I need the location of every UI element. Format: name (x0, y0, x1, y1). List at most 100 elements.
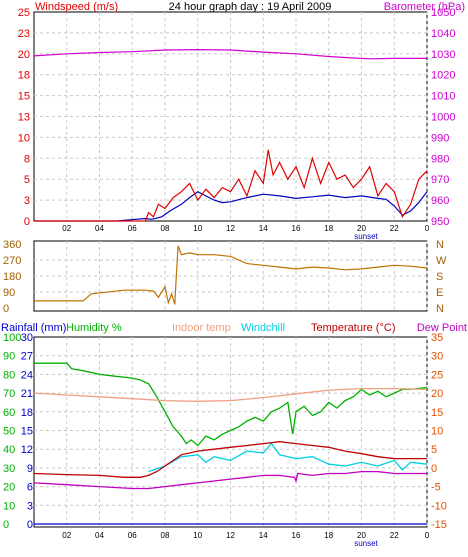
rainfall-tick-label: 6 (27, 482, 33, 494)
barometer-axis: 950 960 970 980 990 1000 1010 1020 1030 1040 1050 (431, 7, 455, 228)
temperature-tick-label: 35 (431, 332, 443, 344)
time-tick-label: 12 (226, 531, 235, 540)
direction-compass-label: N (436, 239, 444, 251)
direction-degree-tick: 90 (3, 287, 15, 299)
wind-series (33, 48, 428, 222)
time-tick-label: 02 (62, 531, 71, 540)
barometer-tick-label: 1000 (431, 112, 455, 124)
direction-compass-label: E (436, 287, 443, 299)
temperature-plot-area (33, 336, 428, 528)
rainfall-tick-label: 21 (21, 388, 33, 400)
humidity-tick-label: 10 (3, 500, 15, 512)
humidity-tick-label: 30 (3, 463, 15, 475)
direction-degree-axis: 360 270 180 90 0 (3, 239, 21, 315)
time-tick-label: 10 (193, 531, 202, 540)
temperature-tick-label: 30 (431, 351, 443, 363)
humidity-tick-label: 20 (3, 482, 15, 494)
rainfall-tick-label: 24 (21, 369, 33, 381)
windspeed-tick-label: 13 (18, 112, 30, 124)
barometer-tick-label: 980 (431, 153, 449, 165)
legend-temperature: Temperature (°C) (311, 322, 395, 334)
wind-barometer-panel: 0 3 5 8 10 13 15 18 20 23 25 950 960 970 980 990 1000 10… (18, 1, 465, 241)
wind-direction-line (34, 245, 428, 305)
windspeed-tick-label: 0 (24, 216, 30, 228)
temperature-grid (34, 337, 428, 527)
time-tick-label: 08 (161, 224, 170, 233)
rainfall-tick-label: 12 (21, 444, 33, 456)
humidity-tick-label: 70 (3, 388, 15, 400)
barometer-tick-label: 1050 (431, 7, 455, 19)
time-tick-label: 18 (324, 531, 333, 540)
temperature-tick-label: -15 (431, 519, 447, 531)
windspeed-tick-label: 15 (18, 91, 30, 103)
temperature-axis: 35 30 25 20 15 10 5 0 -5 -10 -15 (431, 332, 447, 531)
indoor-temp-line (33, 387, 428, 402)
direction-degree-tick: 180 (3, 271, 21, 283)
rainfall-tick-label: 30 (21, 332, 33, 344)
temperature-tick-label: -10 (431, 500, 447, 512)
time-tick-label: 0 (425, 224, 430, 233)
rainfall-tick-label: 15 (21, 426, 33, 438)
windspeed-tick-label: 5 (24, 174, 30, 186)
legend-indoor-temp: Indoor temp (172, 322, 231, 334)
barometer-tick-label: 1020 (431, 70, 455, 82)
windspeed-tick-label: 25 (18, 7, 30, 19)
temperature-tick-label: 20 (431, 388, 443, 400)
barometer-tick-label: 1040 (431, 28, 455, 40)
wind-speed-line (34, 190, 428, 222)
time-tick-label: 20 (357, 224, 366, 233)
temperature-tick-label: 0 (431, 463, 437, 475)
direction-series (34, 245, 428, 305)
wind-time-axis: 02 04 06 08 10 12 14 16 18 20 22 0 (62, 224, 429, 233)
barometer-tick-label: 990 (431, 132, 449, 144)
direction-degree-tick: 270 (3, 255, 21, 267)
barometer-line (33, 48, 427, 60)
direction-compass-label: S (436, 271, 443, 283)
temperature-tick-label: 15 (431, 407, 443, 419)
direction-compass-label: N (436, 303, 444, 315)
rainfall-tick-label: 9 (27, 463, 33, 475)
time-tick-label: 14 (259, 224, 268, 233)
windspeed-axis: 0 3 5 8 10 13 15 18 20 23 25 (18, 7, 30, 228)
humidity-tick-label: 0 (3, 519, 9, 531)
barometer-tick-label: 970 (431, 174, 449, 186)
time-tick-label: 02 (62, 224, 71, 233)
rainfall-axis: 0 3 6 9 12 15 18 21 24 27 30 (21, 332, 33, 531)
time-tick-label: 10 (193, 224, 202, 233)
time-tick-label: 04 (95, 224, 104, 233)
direction-degree-tick: 360 (3, 239, 21, 251)
chart-title: 24 hour graph day : 19 April 2009 (169, 1, 332, 13)
humidity-tick-label: 40 (3, 444, 15, 456)
barometer-tick-label: 960 (431, 195, 449, 207)
legend-rainfall: Rainfall (mm) (1, 322, 66, 334)
time-tick-label: 0 (425, 531, 430, 540)
wind-grid (34, 12, 428, 221)
humidity-tick-label: 50 (3, 426, 15, 438)
time-tick-label: 16 (292, 531, 301, 540)
legend-windchill: Windchill (241, 322, 285, 334)
barometer-tick-label: 950 (431, 216, 449, 228)
humidity-tick-label: 90 (3, 351, 15, 363)
rainfall-tick-label: 3 (27, 500, 33, 512)
barometer-tick-label: 1030 (431, 49, 455, 61)
direction-degree-tick: 0 (3, 303, 9, 315)
time-tick-label: 08 (161, 531, 170, 540)
windspeed-tick-label: 20 (18, 49, 30, 61)
direction-compass-label: W (436, 255, 447, 267)
humidity-tick-label: 60 (3, 407, 15, 419)
temperature-tick-label: 25 (431, 369, 443, 381)
direction-plot-area (33, 240, 428, 312)
barometer-tick-label: 1010 (431, 91, 455, 103)
sunset-label: sunset (354, 539, 378, 548)
time-tick-label: 14 (259, 531, 268, 540)
windchill-line (148, 442, 428, 473)
humidity-tick-label: 80 (3, 369, 15, 381)
legend-dew-point: Dew Point (417, 322, 467, 334)
rainfall-tick-label: 0 (27, 519, 33, 531)
time-tick-label: 16 (292, 224, 301, 233)
temperature-tick-label: -5 (431, 482, 441, 494)
